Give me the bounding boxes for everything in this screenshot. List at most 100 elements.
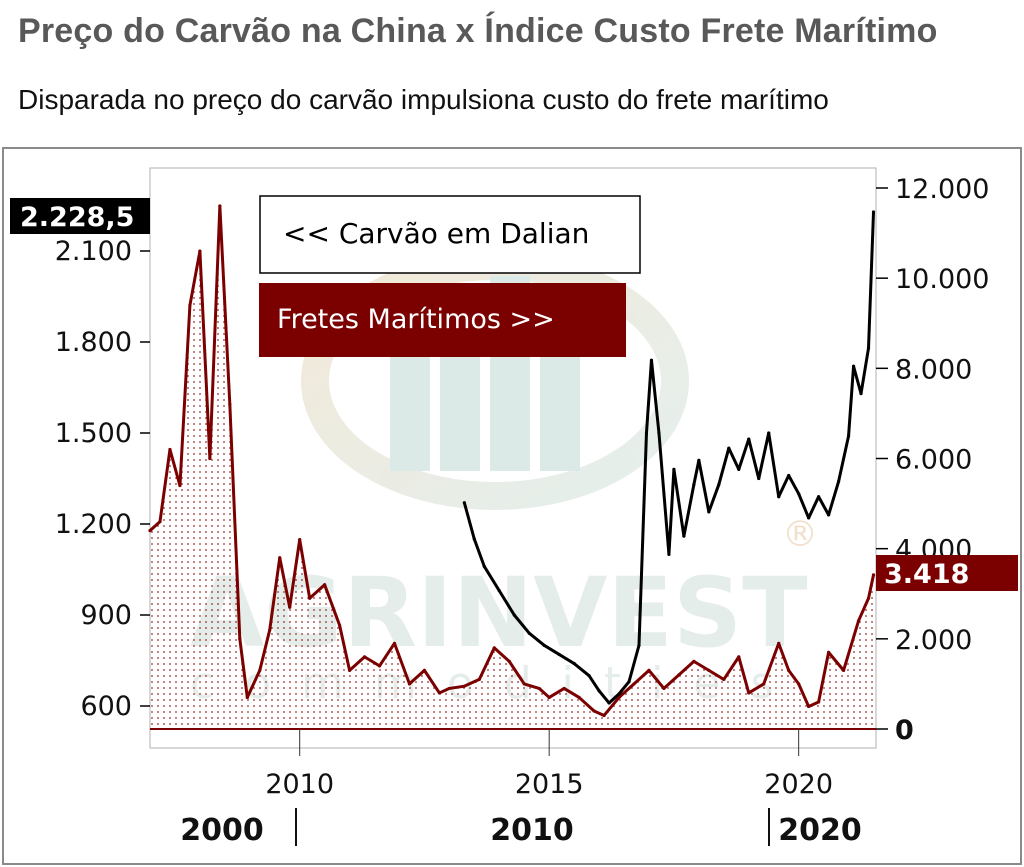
coal-point [637,643,641,647]
freight-point [447,686,451,691]
freight-point [787,668,791,672]
coal-point [692,482,696,487]
x-axis-decade-label: 2020 [778,813,862,848]
coal-point [462,501,466,505]
x-axis-tick-label: 2020 [764,769,833,800]
legend-label-coal: << Carvão em Dalian [283,217,589,250]
coal-point [472,537,476,541]
freight-point [692,659,696,663]
freight-point [492,646,496,650]
freight-point [866,596,871,600]
legend-label-freight: Fretes Marítimos >> [277,304,555,335]
freight-point [245,695,249,700]
freight-point [762,682,766,686]
freight-point [722,677,726,682]
coal-point [767,431,771,435]
coal-point [846,434,851,438]
last-value-badge-right [876,555,1018,591]
coal-point [866,346,871,350]
freight-point [662,686,666,691]
coal-point [512,613,516,617]
coal-point [617,692,621,696]
coal-point [807,516,811,520]
coal-point [859,391,863,396]
watermark-bar-4 [540,346,580,471]
coal-point [717,482,721,487]
freight-point [602,713,606,718]
left-axis-tick-label: 1.500 [55,418,132,449]
freight-point [208,456,212,461]
freight-point [347,668,352,672]
freight-point [268,628,272,632]
left-axis-tick-label: 1.800 [55,327,132,358]
freight-point [856,619,861,623]
freight-point [278,556,282,560]
watermark-bar-1 [390,346,430,471]
freight-point [288,605,292,609]
right-axis-tick-label: 12.000 [895,174,989,205]
freight-point [562,686,566,691]
coal-point [542,643,546,647]
freight-point [507,659,511,663]
freight-point [522,682,526,686]
coal-point [527,631,531,635]
x-axis-tick-label: 2015 [515,769,584,800]
coal-point [851,364,856,368]
right-axis-tick-label: 6.000 [895,445,972,476]
coal-point [836,479,841,484]
freight-point [258,668,262,672]
coal-series-line [462,211,876,705]
left-axis-tick-label: 900 [80,600,132,631]
freight-point [617,695,621,700]
coal-point [672,467,676,471]
freight-point [168,447,172,452]
freight-point [407,682,412,686]
freight-point [298,538,302,542]
freight-point [747,691,751,695]
coal-point [587,674,591,678]
coal-point [482,564,486,569]
coal-point [572,661,576,666]
freight-point [228,402,232,406]
freight-point [797,682,801,686]
coal-point [747,437,751,441]
coal-point [787,473,791,478]
freight-point [437,691,442,695]
coal-point [649,358,654,362]
freight-point [707,668,711,672]
last-value-badge-left [10,198,150,234]
freight-point [338,623,342,627]
right-axis-tick-label: 10.000 [895,264,989,295]
freight-point [592,709,596,713]
freight-point [158,520,162,524]
freight-point [178,483,182,488]
coal-point [707,510,711,514]
freight-point [422,668,427,672]
coal-point [627,680,631,684]
coal-point [826,513,831,517]
watermark-registered-mark: ® [782,514,818,555]
x-axis-decade-label: 2010 [490,813,574,848]
coal-point [557,652,561,657]
freight-point [218,204,222,208]
coal-point [657,431,661,435]
coal-point [644,431,649,435]
coal-point [497,589,501,593]
coal-point [697,458,701,462]
left-axis-tick-label: 2.100 [55,236,132,267]
freight-point [392,641,397,645]
freight-point [871,573,876,577]
freight-point [632,682,636,686]
coal-point [727,446,731,450]
right-axis-tick-label: 2.000 [895,625,972,656]
freight-point [737,655,741,659]
last-value-right: 3.418 [884,559,969,590]
freight-point [477,677,481,682]
freight-point [148,529,152,533]
right-axis-tick-label: 8.000 [895,354,972,385]
legend-item-freight [259,283,626,357]
freight-point [777,641,781,645]
legend-item-coal [259,195,641,274]
freight-point [198,249,202,253]
freight-point [537,686,541,691]
